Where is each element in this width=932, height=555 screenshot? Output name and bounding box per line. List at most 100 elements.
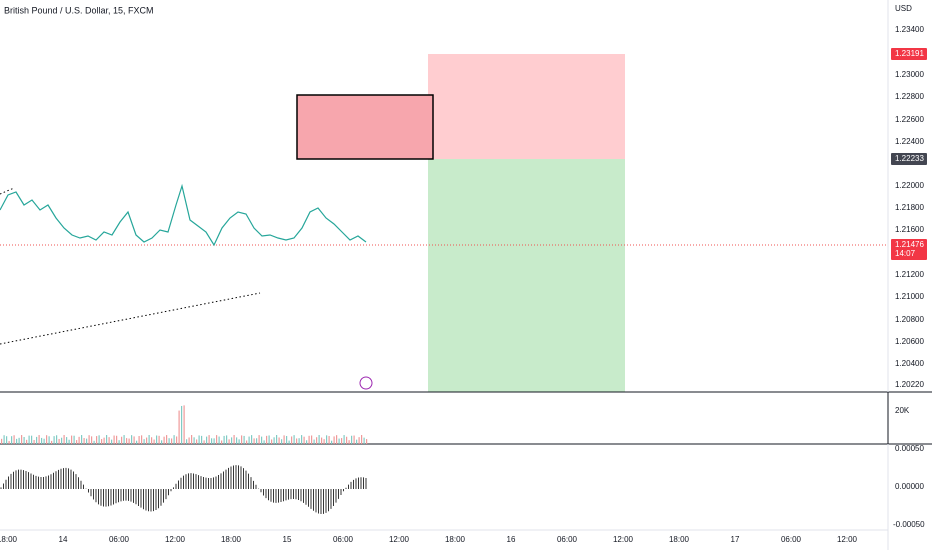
- volume-bar: [351, 435, 353, 444]
- volume-bar: [328, 436, 330, 444]
- volume-bar: [41, 437, 43, 444]
- volume-bar: [188, 437, 190, 444]
- currency: USD: [895, 4, 912, 13]
- volume-bar: [121, 436, 123, 444]
- volume-bar: [213, 438, 215, 444]
- time-label: 12:00: [837, 535, 858, 544]
- volume-bar: [53, 436, 55, 444]
- stop-zone: [428, 54, 625, 159]
- volume-bar: [101, 439, 103, 444]
- volume-bar: [18, 437, 20, 444]
- volume-bar: [326, 435, 328, 444]
- target-zone: [428, 159, 625, 392]
- volume-bar: [198, 435, 200, 444]
- volume-bar: [158, 435, 160, 444]
- target-tag: 1.23191: [895, 49, 924, 58]
- volume-bar: [96, 436, 98, 444]
- volume-bar: [248, 436, 250, 444]
- volume-bar: [163, 436, 165, 444]
- volume-bar: [341, 438, 343, 444]
- time-label: 06:00: [781, 535, 802, 544]
- volume-bar: [88, 435, 90, 444]
- supply-box: [296, 94, 434, 160]
- volume-bar: [261, 436, 263, 444]
- volume-bar: [268, 435, 270, 444]
- volume-bar: [321, 437, 323, 444]
- volume-bar: [303, 436, 305, 444]
- price-label: 1.23400: [895, 25, 924, 34]
- time-label: 12:00: [389, 535, 410, 544]
- countdown: 14:07: [895, 249, 916, 258]
- time-labels: 18:00 14 06:00 12:00 18:00 15 06:00 12:00 18:00 1…: [0, 535, 858, 544]
- volume-bar: [298, 438, 300, 444]
- price-label: 1.21800: [895, 203, 924, 212]
- volume-bar: [231, 437, 233, 444]
- volume-bar: [91, 436, 93, 444]
- volume-bar: [203, 440, 205, 444]
- volume-bar: [46, 435, 48, 444]
- volume-bar: [296, 438, 298, 444]
- volume-bar: [283, 435, 285, 444]
- volume-bar: [78, 436, 80, 444]
- volume-bar: [281, 439, 283, 444]
- volume-bar: [186, 439, 188, 444]
- time-label: 06:00: [557, 535, 578, 544]
- volume-bar: [256, 438, 258, 444]
- price-label: 1.22400: [895, 137, 924, 146]
- volume-bar: [178, 410, 180, 444]
- volume-bar: [271, 439, 273, 444]
- volume-bar: [36, 436, 38, 444]
- time-label: 18:00: [221, 535, 242, 544]
- volume-bar: [151, 437, 153, 444]
- price-label: 1.20600: [895, 337, 924, 346]
- volume-bar: [81, 435, 83, 444]
- volume-bar: [346, 436, 348, 444]
- volume-bar: [138, 436, 140, 444]
- volume-bar: [363, 437, 365, 444]
- volume-bar: [173, 435, 175, 444]
- volume-bar: [128, 438, 130, 444]
- volume-bar: [238, 439, 240, 444]
- volume-bar: [276, 435, 278, 444]
- volume-bar: [116, 435, 118, 444]
- volume-bar: [73, 435, 75, 444]
- volume-bar: [243, 435, 245, 444]
- trend-line: [0, 187, 15, 195]
- volume-bar: [206, 436, 208, 444]
- volume-bar: [106, 435, 108, 444]
- volume-bar: [316, 437, 318, 444]
- volume-bar: [11, 436, 13, 444]
- volume-bar: [26, 439, 28, 444]
- price-label: 1.22600: [895, 115, 924, 124]
- volume-bar: [58, 438, 60, 444]
- price-label: 1.20220: [895, 380, 924, 389]
- last-tag: 1.21476: [895, 240, 924, 249]
- volume-bar: [126, 438, 128, 444]
- time-label: 15: [283, 535, 292, 544]
- time-label: 06:00: [109, 535, 130, 544]
- volume-bar: [356, 439, 358, 444]
- volume-bar: [83, 438, 85, 444]
- volume-bar: [156, 435, 158, 444]
- time-label: 14: [59, 535, 68, 544]
- volume-bar: [263, 440, 265, 444]
- volume-bar: [361, 435, 363, 444]
- volume-bar: [273, 437, 275, 444]
- volume-bar: [166, 435, 168, 444]
- volume-bar: [216, 435, 218, 444]
- volume-bar: [133, 436, 135, 444]
- volume-bar: [113, 435, 115, 444]
- volume-bar: [218, 436, 220, 444]
- volume-bar: [16, 438, 18, 444]
- volume-bar: [343, 435, 345, 444]
- osc-label: 0.00050: [895, 444, 924, 453]
- tag: [891, 153, 927, 165]
- volume-bar: [21, 435, 23, 444]
- volume-bar: [193, 437, 195, 444]
- volume-bar: [3, 435, 5, 444]
- osc-label: -0.00050: [893, 520, 925, 529]
- volume-bar: [171, 438, 173, 444]
- volume-bar: [266, 435, 268, 444]
- time-label: 06:00: [333, 535, 354, 544]
